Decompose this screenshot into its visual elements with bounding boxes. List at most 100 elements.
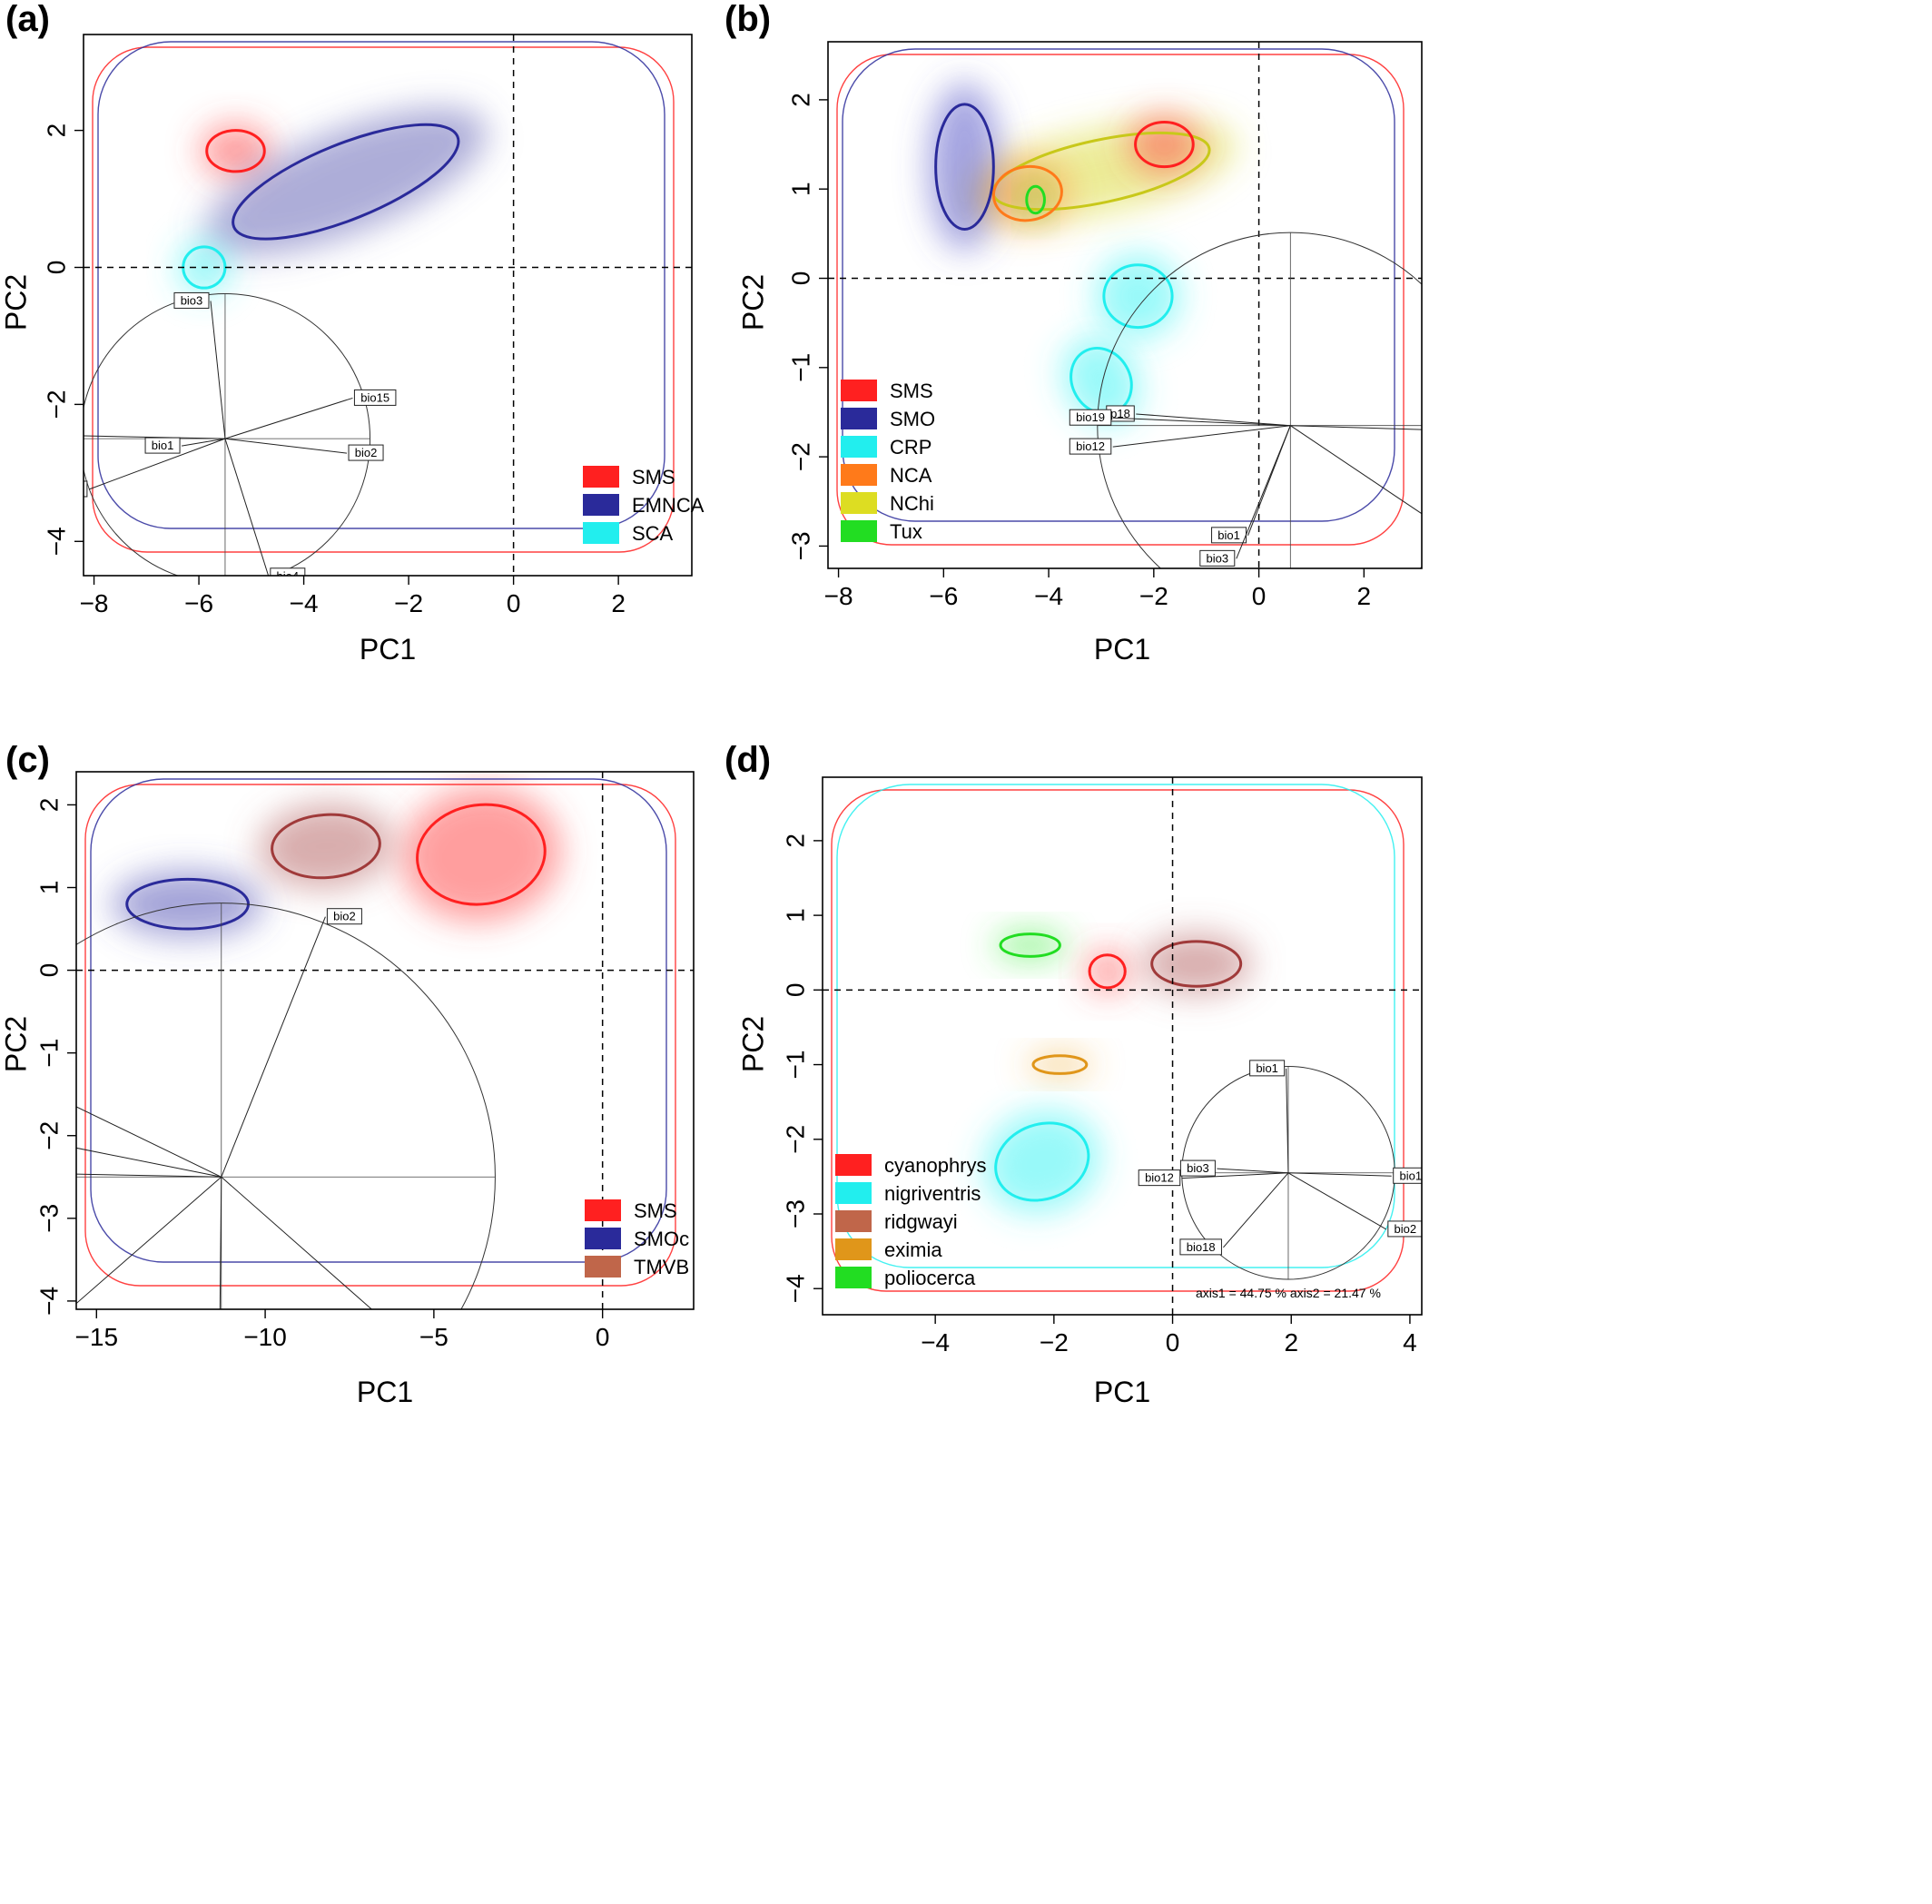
niche-contour-nigriventris	[994, 1121, 1090, 1202]
niche-contour-ridgwayi	[1150, 940, 1243, 988]
vector-label: bio2	[355, 446, 378, 459]
x-axis-title: PC1	[360, 633, 416, 666]
vector-label: bio1	[152, 439, 174, 452]
legend-label-ridgwayi: ridgwayi	[884, 1210, 958, 1233]
vector-bio4	[224, 438, 270, 576]
legend-swatch-EMNCA	[583, 494, 619, 516]
vector-bio1	[181, 438, 226, 447]
vector-label-box	[182, 1443, 217, 1458]
environment-envelope-alt	[97, 41, 665, 529]
x-tick-label: −8	[824, 582, 853, 610]
y-axis-title: PC2	[736, 1016, 769, 1072]
y-tick-label: 0	[34, 963, 63, 978]
vector-label-box	[353, 389, 397, 406]
legend-swatch-SCA	[583, 522, 619, 544]
legend-swatch-poliocerca	[835, 1267, 872, 1288]
correlation-circle: bio2bio19bio18bio14bio15bio12bio1axis1 =…	[76, 903, 496, 1472]
x-tick-label: 2	[1357, 582, 1372, 610]
niche-contour-eximia	[1031, 1054, 1089, 1075]
niche-contour-SMS	[416, 803, 547, 906]
legend-swatch-nigriventris	[835, 1182, 872, 1204]
panel-d: bio1 bio3 bio12 bio15 bio2 bio18 axis1 = 44.75…	[724, 740, 1423, 1408]
y-tick-label: −1	[781, 1051, 809, 1080]
y-axis-title: PC2	[736, 274, 769, 330]
vector-bio1	[1286, 1068, 1289, 1173]
vector-label: bio12	[1145, 1171, 1174, 1185]
x-tick-label: −2	[1139, 582, 1168, 610]
vector-label-box	[270, 567, 306, 576]
vector-label-box	[1393, 1167, 1422, 1184]
vector-bio15	[1290, 425, 1422, 515]
vector-bio3	[1236, 425, 1291, 559]
y-tick-label: −4	[781, 1274, 809, 1303]
vector-label-box	[1069, 409, 1112, 426]
x-tick-label: 0	[1166, 1328, 1180, 1356]
vector-bio14	[76, 1173, 222, 1178]
density-CRP	[1095, 253, 1181, 339]
x-tick-label: −10	[243, 1323, 287, 1351]
legend-swatch-eximia	[835, 1238, 872, 1260]
vector-bio18	[1223, 1172, 1289, 1248]
x-axis-title: PC1	[357, 1376, 413, 1408]
panel-label: (c)	[5, 740, 50, 780]
plot-area: bio2bio19bio18bio14bio15bio12bio1axis1 =…	[76, 772, 694, 1472]
variance-explained: axis1 = 38.7 % axis2 = 28.12 %	[133, 1457, 310, 1472]
plot-frame	[75, 771, 695, 1310]
niche-contour-poliocerca	[999, 932, 1061, 958]
density-SMOc	[112, 870, 264, 938]
niche-contour-cyanophrys	[1088, 953, 1127, 990]
density-nigriventris	[983, 1110, 1101, 1214]
vector-bio1	[219, 1177, 222, 1309]
vector-label-box	[84, 480, 88, 498]
vector-bio15	[221, 1176, 373, 1309]
niche-contour-SMO	[934, 103, 995, 231]
environment-envelope	[836, 54, 1405, 546]
vector-bio3	[1217, 1168, 1289, 1174]
x-tick-label: 0	[507, 589, 521, 617]
y-tick-label: −1	[786, 353, 814, 382]
panel-b: bio2 p18 bio19 bio12 bio15 bio1 bio3 axis1 = 49…	[724, 0, 1493, 666]
vector-p18	[1136, 413, 1291, 427]
vector-label: bio1	[1217, 528, 1240, 542]
legend-label-cyanophrys: cyanophrys	[884, 1154, 987, 1177]
vector-label: p18	[1110, 407, 1130, 420]
vector-label: bio12	[44, 429, 73, 442]
niche-contour-Tux	[1025, 184, 1046, 215]
legend-label-SMO: SMO	[890, 408, 935, 430]
panel-label: (a)	[5, 0, 50, 39]
vector-label-box	[1069, 438, 1112, 455]
legend-label-SMS: SMS	[890, 380, 933, 402]
environment-envelope-alt	[90, 778, 667, 1263]
legend-label-EMNCA: EMNCA	[632, 494, 705, 517]
vector-label: bio1	[188, 1444, 211, 1457]
legend-swatch-SMO	[841, 408, 877, 429]
vector-label: bio4	[277, 569, 300, 583]
vector-label-box	[1451, 524, 1493, 539]
legend-label-SMOc: SMOc	[634, 1228, 689, 1250]
vector-label: bio2	[333, 910, 356, 923]
x-tick-label: −2	[394, 589, 423, 617]
density-TMVB	[258, 804, 394, 889]
legend: SMS SMOc TMVB	[585, 1199, 689, 1278]
vector-bio18	[76, 1147, 222, 1178]
y-tick-label: −4	[34, 1287, 63, 1316]
variance-explained: axis1 = 44.75 % axis2 = 21.47 %	[1196, 1286, 1381, 1300]
vector-label-box	[348, 444, 384, 461]
density-SMO	[928, 82, 1001, 252]
x-tick-label: −6	[929, 582, 958, 610]
vector-label: bio15	[435, 1350, 464, 1364]
niche-contour-TMVB	[271, 813, 381, 880]
y-tick-label: −2	[781, 1125, 809, 1154]
vector-bio15	[224, 397, 353, 439]
vector-label: bio3	[181, 293, 203, 307]
y-tick-label: −2	[34, 1121, 63, 1150]
density-cyanophrys	[1085, 949, 1130, 994]
legend-label-NChi: NChi	[890, 492, 934, 515]
niche-contour-EMNCA	[232, 123, 460, 241]
vector-label: bio15	[360, 390, 389, 404]
x-tick-label: 0	[596, 1323, 610, 1351]
vector-label-box	[1138, 1169, 1181, 1187]
vector-label: bio3	[1207, 551, 1229, 565]
x-tick-label: −8	[80, 589, 109, 617]
plot-frame	[822, 776, 1423, 1316]
